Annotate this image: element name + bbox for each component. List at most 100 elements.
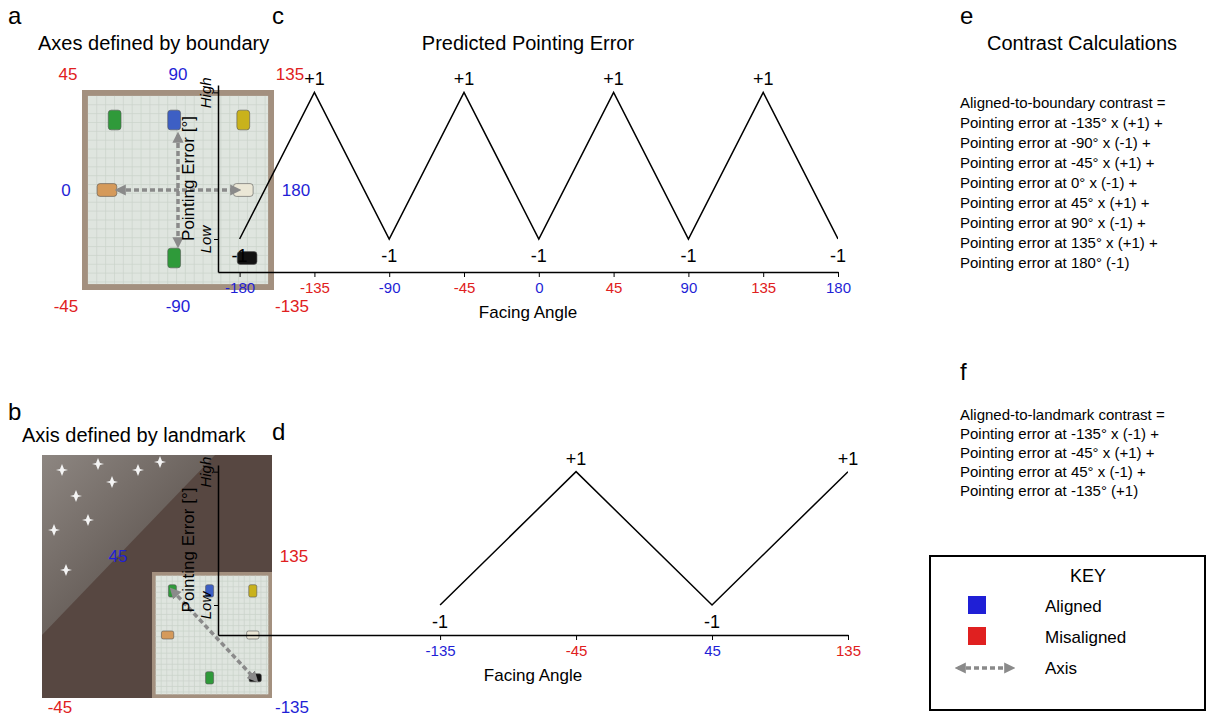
tick-mark — [240, 272, 241, 277]
floor-grid — [211, 96, 212, 284]
angle-label: 90 — [169, 65, 188, 84]
angle-label: -45 — [54, 297, 79, 316]
axis-line — [219, 272, 839, 274]
contrast-line: Pointing error at -135° x (+1) + — [960, 114, 1163, 131]
panel-b: bAxis defined by landmark45135-45-135 — [8, 398, 309, 717]
angle-label: 0 — [61, 181, 70, 200]
panel-letter: e — [960, 2, 973, 29]
contrast-line: Pointing error at 45° x (+1) + — [960, 194, 1150, 211]
y-axis-title: Pointing Error [°] — [179, 488, 198, 613]
x-tick: 180 — [826, 272, 851, 296]
contrast-line: Pointing error at -135° (+1) — [960, 482, 1138, 499]
tick-mark — [314, 272, 315, 277]
figure: aAxes defined by boundary45901350180-45-… — [0, 0, 1215, 717]
x-tick-label: -135 — [300, 279, 330, 296]
floor-grid — [156, 658, 269, 659]
floor-grid — [156, 625, 269, 626]
x-tick: -135 — [300, 272, 330, 296]
floor-grid — [88, 149, 268, 150]
angle-label: 135 — [276, 65, 304, 84]
data-label: +1 — [304, 69, 325, 89]
x-tick-label: -135 — [426, 642, 456, 659]
tick-mark — [214, 92, 218, 93]
contrast-line: Pointing error at -45° x (+1) + — [960, 154, 1155, 171]
floor-grid — [156, 647, 269, 648]
x-tick: 45 — [606, 272, 623, 296]
axis-line — [218, 86, 220, 273]
data-label: -1 — [830, 246, 846, 266]
arena-object — [237, 110, 250, 130]
panel-letter: c — [272, 2, 284, 29]
text-panel: e Contrast Calculations Aligned-to-boundar… — [960, 2, 1177, 271]
x-tick-label: 180 — [826, 279, 851, 296]
angle-label: 45 — [109, 547, 128, 566]
x-tick-label: -90 — [379, 279, 401, 296]
panel-title: Axis defined by landmark — [22, 424, 246, 446]
floor-grid — [156, 686, 269, 687]
data-label: -1 — [381, 246, 397, 266]
text-lines: Aligned-to-boundary contrast =Pointing e… — [960, 94, 1166, 271]
panel-title: Contrast Calculations — [987, 32, 1177, 54]
angle-label: -135 — [275, 297, 309, 316]
data-line — [240, 92, 838, 239]
chart-title: Predicted Pointing Error — [422, 32, 635, 54]
plot-area — [240, 92, 838, 239]
tick-mark — [712, 635, 713, 640]
y-axis-title: Pointing Error [°] — [179, 116, 198, 241]
floor-grid — [132, 96, 133, 284]
tick-mark — [214, 605, 218, 606]
x-tick: 90 — [681, 272, 698, 296]
contrast-line: Aligned-to-landmark contrast = — [960, 406, 1165, 423]
contrast-line: Pointing error at -90° x (-1) + — [960, 134, 1151, 151]
panel-a: aAxes defined by boundary45901350180-45-… — [8, 2, 310, 316]
panel-letter: a — [8, 2, 22, 29]
key-swatch — [968, 627, 986, 645]
data-label: +1 — [838, 449, 859, 469]
tick-mark — [838, 272, 839, 277]
tick-mark — [389, 272, 390, 277]
tick-mark — [688, 272, 689, 277]
snow-peak — [106, 476, 118, 488]
arena-object — [168, 248, 181, 268]
arena-object — [249, 585, 257, 597]
contrast-line: Pointing error at -135° x (-1) + — [960, 425, 1159, 442]
key-label: Misaligned — [1045, 628, 1126, 647]
snow-peak — [56, 464, 68, 476]
tick-mark — [763, 272, 764, 277]
snow-peak — [70, 490, 82, 502]
tick-mark — [614, 272, 615, 277]
data-line — [440, 472, 848, 605]
y-tick: High — [197, 77, 218, 108]
snow-peak — [132, 464, 144, 476]
text-lines: Aligned-to-landmark contrast = Pointing e… — [960, 406, 1165, 499]
floor-grid — [156, 581, 269, 582]
angle-label: -135 — [275, 698, 309, 717]
x-tick-label: 90 — [681, 279, 698, 296]
panel-letter: f — [960, 358, 967, 385]
angle-label: 45 — [59, 65, 78, 84]
y-tick: Low — [197, 225, 218, 254]
text-panel: f Aligned-to-landmark contrast = Pointing … — [960, 358, 1165, 499]
tick-mark — [214, 472, 218, 473]
x-tick: -45 — [566, 635, 588, 659]
x-tick-label: 0 — [535, 279, 543, 296]
contrast-line: Pointing error at 90° x (-1) + — [960, 214, 1146, 231]
arena-object — [108, 110, 121, 130]
floor-grid — [88, 228, 268, 229]
x-axis-title: Facing Angle — [479, 303, 577, 322]
x-tick-label: 135 — [836, 642, 861, 659]
angle-label: -45 — [48, 698, 73, 717]
axis-arrow — [118, 188, 238, 192]
x-tick-label: 135 — [751, 279, 776, 296]
data-label: -1 — [704, 612, 720, 632]
data-label: +1 — [566, 449, 587, 469]
data-label: +1 — [454, 69, 475, 89]
floor-grid — [156, 669, 269, 670]
floor-grid — [156, 653, 269, 654]
x-tick-label: 45 — [704, 642, 721, 659]
y-axis: Low High — [197, 77, 219, 272]
arena — [82, 90, 274, 290]
floor-grid — [141, 96, 142, 284]
x-tick: -45 — [454, 272, 476, 296]
snow-peak — [154, 456, 166, 468]
